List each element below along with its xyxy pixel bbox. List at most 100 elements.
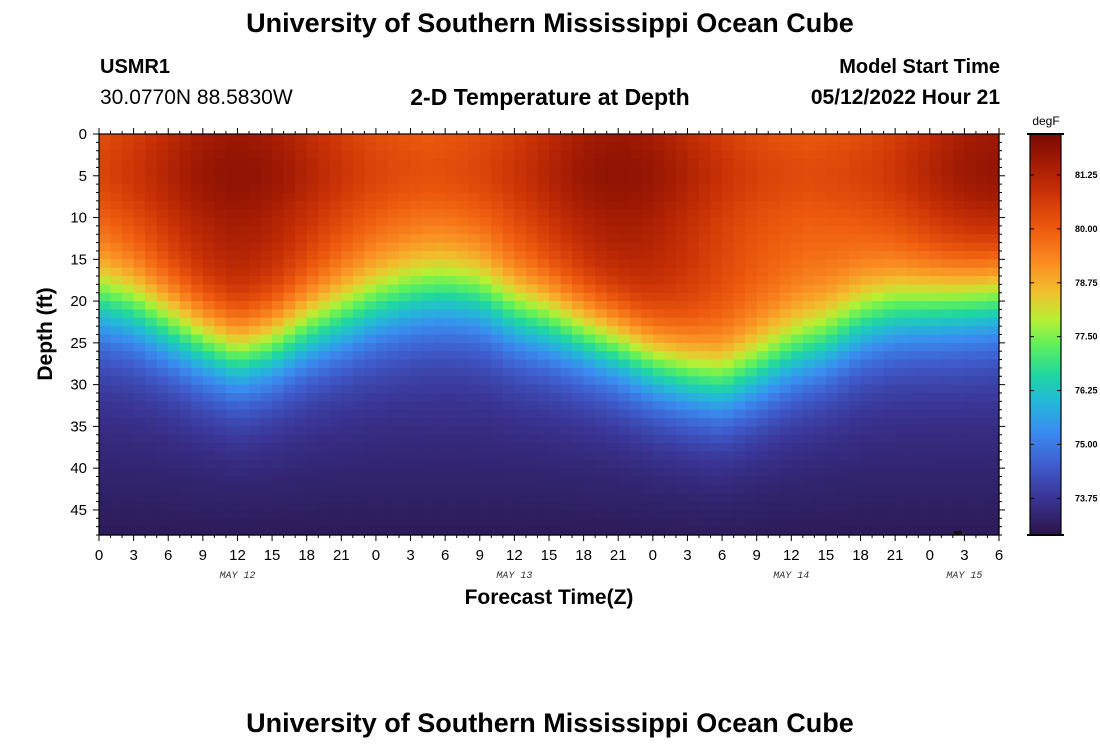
heatmap-cell: [110, 426, 123, 436]
heatmap-cell: [675, 401, 689, 411]
heatmap-cell: [260, 501, 273, 511]
heatmap-cell: [341, 376, 354, 386]
heatmap-cell: [768, 334, 781, 344]
heatmap-cell: [710, 376, 723, 386]
heatmap-cell: [941, 200, 954, 210]
heatmap-cell: [364, 426, 377, 436]
heatmap-cell: [491, 509, 504, 519]
heatmap-cell: [318, 167, 331, 177]
heatmap-cell: [583, 359, 596, 369]
heatmap-cell: [456, 150, 469, 160]
heatmap-cell: [145, 392, 158, 402]
heatmap-cell: [583, 501, 596, 511]
heatmap-cell: [410, 184, 423, 194]
heatmap-cell: [860, 526, 873, 536]
heatmap-cell: [618, 484, 631, 494]
heatmap-cell: [410, 409, 423, 419]
heatmap-cell: [399, 334, 412, 344]
heatmap-cell: [745, 284, 758, 294]
heatmap-cell: [745, 384, 758, 394]
heatmap-cell: [814, 484, 827, 494]
heatmap-cell: [537, 409, 550, 419]
heatmap-cell: [756, 443, 769, 453]
heatmap-cell: [375, 326, 389, 336]
heatmap-cell: [964, 384, 977, 394]
heatmap-cell: [791, 409, 804, 419]
heatmap-cell: [664, 159, 677, 169]
heatmap-cell: [525, 518, 539, 528]
heatmap-cell: [122, 443, 135, 453]
heatmap-cell: [249, 317, 262, 327]
heatmap-cell: [168, 159, 181, 169]
heatmap-cell: [952, 401, 965, 411]
heatmap-cell: [814, 443, 827, 453]
heatmap-cell: [583, 484, 596, 494]
heatmap-cell: [225, 309, 239, 319]
heatmap-cell: [618, 184, 631, 194]
heatmap-cell: [364, 134, 377, 143]
heatmap-cell: [306, 167, 319, 177]
heatmap-cell: [791, 426, 804, 436]
heatmap-cell: [883, 426, 896, 436]
heatmap-cell: [895, 418, 908, 427]
heatmap-cell: [156, 276, 169, 285]
heatmap-cell: [768, 301, 781, 311]
heatmap-cell: [260, 526, 273, 536]
heatmap-cell: [456, 242, 469, 252]
heatmap-cell: [145, 468, 158, 478]
heatmap-cell: [225, 409, 239, 419]
heatmap-cell: [652, 142, 665, 152]
heatmap-cell: [849, 150, 862, 160]
heatmap-cell: [745, 192, 758, 202]
heatmap-cell: [791, 401, 804, 411]
heatmap-cell: [156, 518, 169, 528]
heatmap-cell: [895, 484, 908, 494]
heatmap-cell: [237, 284, 250, 294]
heatmap-cell: [110, 359, 123, 369]
heatmap-cell: [710, 418, 723, 427]
heatmap-cell: [583, 317, 596, 327]
heatmap-cell: [791, 509, 804, 519]
heatmap-cell: [849, 518, 862, 528]
heatmap-cell: [756, 150, 769, 160]
heatmap-cell: [122, 351, 135, 361]
heatmap-cell: [560, 459, 573, 469]
heatmap-cell: [572, 326, 585, 336]
heatmap-cell: [802, 217, 815, 227]
heatmap-cell: [756, 468, 769, 478]
heatmap-cell: [849, 484, 862, 494]
heatmap-cell: [941, 384, 954, 394]
heatmap-cell: [583, 159, 596, 169]
heatmap-cell: [456, 209, 469, 219]
heatmap-cell: [987, 167, 1000, 177]
heatmap-cell: [722, 242, 735, 252]
heatmap-cell: [202, 468, 215, 478]
heatmap-cell: [745, 301, 758, 311]
heatmap-cell: [272, 317, 285, 327]
heatmap-cell: [837, 518, 850, 528]
heatmap-cell: [699, 234, 712, 244]
heatmap-cell: [641, 259, 654, 269]
heatmap-cell: [675, 384, 689, 394]
heatmap-cell: [410, 167, 423, 177]
heatmap-cell: [318, 501, 331, 511]
heatmap-cell: [699, 493, 712, 503]
heatmap-cell: [825, 142, 839, 152]
heatmap-cell: [272, 292, 285, 302]
heatmap-cell: [479, 476, 492, 486]
heatmap-cell: [156, 209, 169, 219]
heatmap-cell: [433, 192, 446, 202]
heatmap-cell: [606, 459, 619, 469]
heatmap-cell: [306, 367, 319, 377]
heatmap-cell: [537, 284, 550, 294]
colorbar-tick-label: 78.75: [1075, 278, 1098, 288]
heatmap-cell: [675, 326, 689, 336]
heatmap-cell: [572, 426, 585, 436]
heatmap-cell: [664, 509, 677, 519]
heatmap-cell: [156, 509, 169, 519]
heatmap-cell: [652, 451, 665, 461]
heatmap-cell: [675, 150, 689, 160]
heatmap-cell: [479, 217, 492, 227]
heatmap-cell: [133, 326, 146, 336]
heatmap-cell: [375, 167, 389, 177]
